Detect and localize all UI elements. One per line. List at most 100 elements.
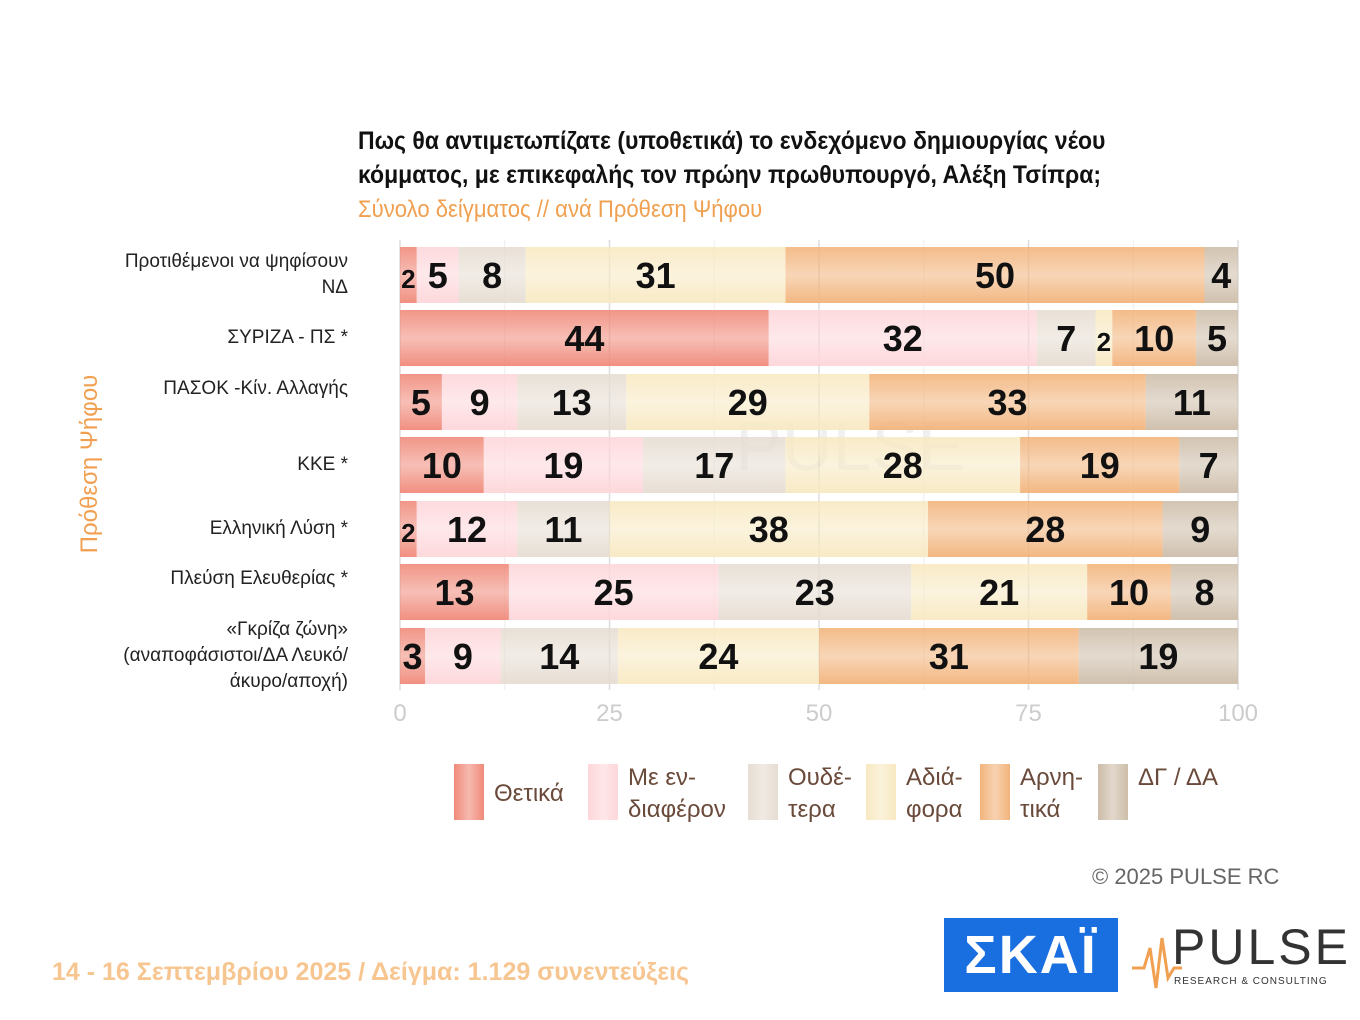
category-label: «Γκρίζα ζώνη» (αναποφάσιστοι/ΔΑ Λευκό/άκ… [123, 619, 348, 692]
data-label: 11 [544, 509, 582, 550]
x-tick-label: 75 [1015, 700, 1042, 727]
data-label: 4 [1211, 255, 1231, 296]
pulse-logo: PULSE RESEARCH & CONSULTING [1132, 918, 1348, 992]
data-label: 32 [883, 318, 923, 359]
legend-label: Ουδέ- τερα [788, 764, 852, 823]
data-label: 12 [447, 509, 487, 550]
bar-segment [400, 564, 509, 620]
survey-footer: 14 - 16 Σεπτεμβρίου 2025 / Δείγμα: 1.129… [52, 958, 690, 986]
data-label: 2 [401, 518, 415, 548]
data-label: 9 [470, 382, 490, 423]
bar-segment [400, 437, 484, 493]
bar-segment [718, 564, 912, 620]
legend-label: Αδιά- φορα [906, 764, 963, 823]
data-label: 5 [428, 255, 448, 296]
bar-segment [500, 628, 618, 684]
copyright: © 2025 PULSE RC [1092, 864, 1280, 889]
legend-label: Με εν- διαφέρον [628, 764, 726, 823]
data-label: 14 [539, 636, 579, 677]
data-label: 29 [728, 382, 768, 423]
data-label: 8 [1194, 572, 1214, 613]
data-label: 21 [979, 572, 1019, 613]
data-label: 7 [1056, 318, 1076, 359]
bar-segment [785, 247, 1205, 303]
bar-segment [1020, 437, 1180, 493]
chart-subtitle: Σύνολο δείγματος // ανά Πρόθεση Ψήφου [358, 196, 763, 223]
data-label: 3 [403, 636, 423, 677]
data-label: 17 [694, 445, 734, 486]
data-label: 13 [434, 572, 474, 613]
bar-segment [1112, 310, 1197, 366]
data-label: 10 [422, 445, 462, 486]
data-label: 13 [552, 382, 592, 423]
legend-label: ΔΓ / ΔΑ [1138, 764, 1218, 791]
bar-segment [1087, 564, 1171, 620]
bar-segment [1036, 310, 1096, 366]
skai-logo: ΣΚΑΪ [944, 918, 1118, 992]
legend-label: Αρνη- τικά [1020, 764, 1083, 823]
bar-segment [400, 628, 426, 684]
chart-title: Πως θα αντιμετωπίζατε (υποθετικά) το ενδ… [358, 127, 1106, 189]
data-label: 5 [411, 382, 431, 423]
bar-segment [1196, 310, 1238, 366]
bar-segment [400, 310, 769, 366]
data-label: 44 [564, 318, 604, 359]
category-label: Ελληνική Λύση * [209, 518, 348, 539]
data-label: 9 [1190, 509, 1210, 550]
category-label: ΠΑΣΟΚ -Κίν. Αλλαγής [163, 378, 348, 399]
category-label: ΚΚΕ * [297, 454, 348, 475]
bar-segment [416, 247, 459, 303]
data-label: 5 [1207, 318, 1227, 359]
category-label: Πλεύση Ελευθερίας * [170, 568, 348, 589]
data-label: 8 [482, 255, 502, 296]
bar-segment [517, 501, 610, 557]
legend-swatch [748, 764, 778, 820]
bar-segment [400, 247, 417, 303]
data-label: 2 [401, 264, 415, 294]
data-label: 28 [883, 445, 923, 486]
bar-segment [425, 628, 501, 684]
data-label: 28 [1025, 509, 1065, 550]
category-label: ΣΥΡΙΖΑ - ΠΣ * [227, 327, 348, 348]
bar-segment [1204, 247, 1238, 303]
data-label: 38 [749, 509, 789, 550]
stacked-bar-chart: PULSE25831504443272105591329331110191728… [399, 240, 1239, 690]
bar-segment [508, 564, 719, 620]
x-tick-label: 0 [393, 700, 407, 727]
pulse-logo-text: PULSE [1172, 919, 1351, 975]
data-label: 50 [975, 255, 1015, 296]
bar-segment [609, 501, 928, 557]
data-label: 7 [1199, 445, 1219, 486]
data-label: 31 [636, 255, 676, 296]
pulse-logo-sub: RESEARCH & CONSULTING [1174, 976, 1328, 987]
bar-segment [643, 437, 786, 493]
bar-segment [525, 247, 786, 303]
bar-segment [483, 437, 644, 493]
bar-segment [626, 374, 870, 430]
data-label: 19 [1138, 636, 1178, 677]
bar-segment [1179, 437, 1238, 493]
data-label: 23 [795, 572, 835, 613]
bar-segment [768, 310, 1037, 366]
bar-segment [441, 374, 518, 430]
bar-segment [1095, 310, 1113, 366]
data-label: 19 [1080, 445, 1120, 486]
bar-segment [927, 501, 1163, 557]
data-label: 24 [698, 636, 738, 677]
x-tick-label: 25 [596, 700, 623, 727]
bar-segment [819, 628, 1079, 684]
data-label: 31 [929, 636, 969, 677]
data-label: 25 [594, 572, 634, 613]
bar-segment [785, 437, 1021, 493]
bar-segment [458, 247, 526, 303]
bar-segment [1078, 628, 1238, 684]
data-label: 33 [988, 382, 1028, 423]
bar-segment [1170, 564, 1238, 620]
data-label: 10 [1134, 318, 1174, 359]
bar-segment [517, 374, 627, 430]
legend-swatch [1098, 764, 1128, 820]
legend-swatch [980, 764, 1010, 820]
bar-segment [1145, 374, 1238, 430]
legend-swatch [588, 764, 618, 820]
